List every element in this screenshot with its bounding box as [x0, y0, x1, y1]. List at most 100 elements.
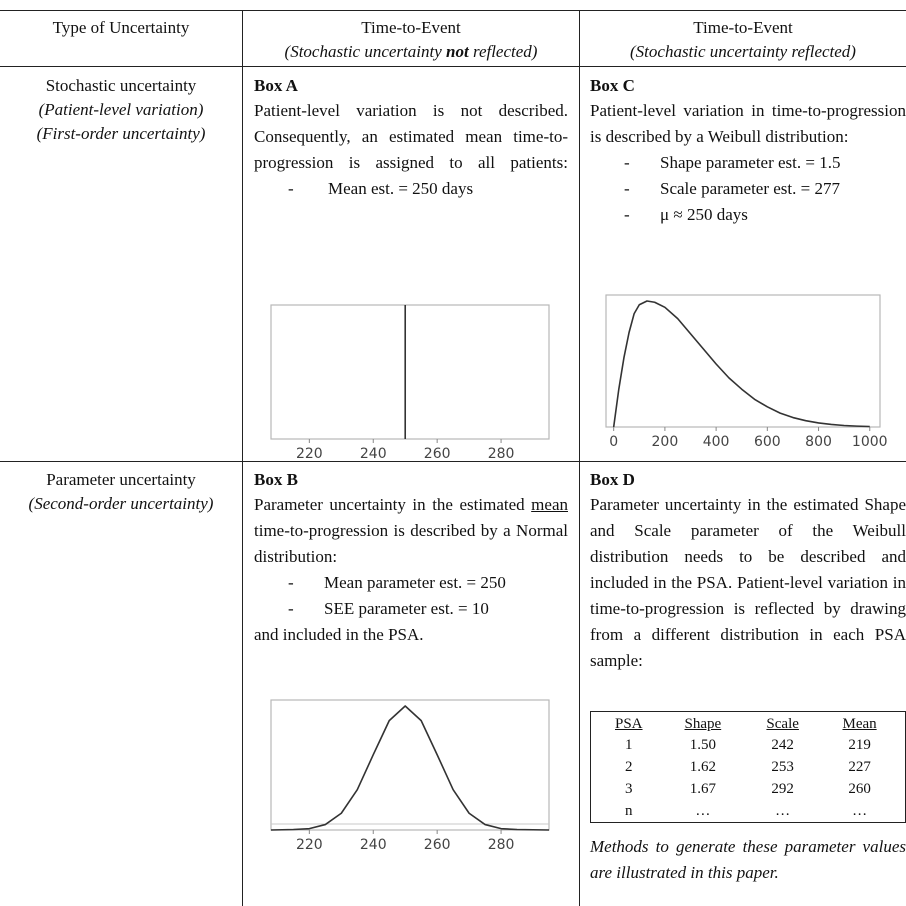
box-d-note: Methods to generate these parameter valu…	[590, 837, 906, 882]
box-b-bullet-text: SEE parameter est. = 10	[324, 599, 489, 618]
plot-frame	[270, 699, 550, 831]
box-b-after: and included in the PSA.	[254, 625, 424, 644]
series-line	[270, 705, 550, 831]
table-cell: 253	[771, 759, 794, 775]
table-cell: …	[695, 803, 711, 819]
psa-table: PSA Shape Scale Mean 1 1.50 242 219 2 1.…	[597, 715, 899, 822]
row-parameter-title: Parameter uncertainty	[46, 470, 196, 489]
bullet-dash: -	[624, 179, 630, 198]
bullet-dash: -	[288, 179, 294, 198]
box-c-bullet-3: - μ ≈ 250 days	[624, 202, 906, 228]
box-c-bullet-1: - Shape parameter est. = 1.5	[624, 150, 906, 176]
box-d: Box D Parameter uncertainty in the estim…	[590, 468, 906, 674]
box-b-text-mean: mean	[531, 495, 568, 514]
box-c-bullet-text: Scale parameter est. = 277	[660, 179, 840, 198]
x-tick-label: 600	[754, 434, 781, 450]
table-cell: 1	[625, 737, 633, 753]
x-tick-label: 400	[703, 434, 730, 450]
header-col2-subtitle: (Stochastic uncertainty not reflected)	[243, 40, 579, 64]
box-a-text: Patient-level variation is not described…	[254, 101, 568, 172]
table-top-rule	[0, 10, 906, 11]
bullet-dash: -	[624, 153, 630, 172]
table-row: n … … …	[597, 800, 899, 822]
table-cell: …	[775, 803, 791, 819]
box-b-title: Box B	[254, 470, 298, 489]
box-b-text-a: Parameter uncertainty in the estimated	[254, 495, 532, 514]
header-col1-label: Type of Uncertainty	[52, 18, 190, 37]
row-label-parameter: Parameter uncertainty (Second-order unce…	[0, 468, 242, 516]
table-cell: 1.62	[689, 759, 716, 775]
bullet-dash: -	[288, 599, 294, 618]
x-tick-label: 280	[488, 837, 515, 853]
box-a: Box A Patient-level variation is not des…	[254, 74, 568, 202]
bullet-dash: -	[288, 573, 294, 592]
scale-col-header: Scale	[766, 716, 799, 732]
table-cell: 227	[848, 759, 871, 775]
box-b-text: Parameter uncertainty in the estimated m…	[254, 492, 568, 570]
shape-col-header: Shape	[684, 716, 722, 732]
header-col3-subtitle: (Stochastic uncertainty reflected)	[630, 42, 856, 61]
row-stochastic-sub1: (Patient-level variation)	[38, 100, 204, 119]
x-tick-label: 260	[424, 446, 451, 462]
box-c-text: Patient-level variation in time-to-progr…	[590, 101, 906, 146]
x-tick-label: 1000	[852, 434, 888, 450]
box-c-bullet-text: μ ≈ 250 days	[660, 205, 748, 224]
header-not-reflected: Time-to-Event (Stochastic uncertainty no…	[243, 16, 579, 64]
box-b: Box B Parameter uncertainty in the estim…	[254, 468, 568, 648]
table-row-rule	[0, 461, 906, 462]
x-tick-label: 220	[296, 837, 323, 853]
box-c-bullet-2: - Scale parameter est. = 277	[624, 176, 906, 202]
plot-frame	[605, 294, 881, 428]
psa-col-header: PSA	[615, 716, 643, 732]
box-a-plot: 220 240 260 280	[270, 304, 550, 462]
x-tick-label: 240	[360, 837, 387, 853]
table-cell: n	[625, 803, 633, 819]
row-stochastic-sub2: (First-order uncertainty)	[36, 124, 206, 143]
table-cell: 292	[771, 781, 794, 797]
box-a-bullet-text: Mean est. = 250 days	[328, 179, 474, 198]
box-b-bullet-2: - SEE parameter est. = 10	[288, 596, 568, 622]
x-tick-label: 800	[805, 434, 832, 450]
x-tick-label: 260	[424, 837, 451, 853]
x-tick-label: 240	[360, 446, 387, 462]
x-tick-label: 0	[609, 434, 618, 450]
box-d-text: Parameter uncertainty in the estimated S…	[590, 495, 906, 670]
header-col2-sub-not: not	[446, 42, 469, 61]
table-cell: 1.50	[689, 737, 716, 753]
table-cell: …	[852, 803, 868, 819]
table-cell: 2	[625, 759, 633, 775]
psa-table-box: PSA Shape Scale Mean 1 1.50 242 219 2 1.…	[590, 711, 906, 823]
table-cell: 3	[625, 781, 633, 797]
table-row: 2 1.62 253 227	[597, 756, 899, 778]
table-cell: 242	[771, 737, 794, 753]
table-row: 3 1.67 292 260	[597, 778, 899, 800]
header-col2-sub-a: (Stochastic uncertainty	[284, 42, 447, 61]
box-d-title: Box D	[590, 470, 635, 489]
x-tick-label: 220	[296, 446, 323, 462]
x-tick-label: 280	[488, 446, 515, 462]
box-a-bullet: - Mean est. = 250 days	[288, 176, 568, 202]
series-line	[612, 300, 870, 428]
box-c: Box C Patient-level variation in time-to…	[590, 74, 906, 228]
header-reflected: Time-to-Event (Stochastic uncertainty re…	[580, 16, 906, 64]
box-a-title: Box A	[254, 76, 298, 95]
row-parameter-sub1: (Second-order uncertainty)	[28, 494, 214, 513]
header-col2-title: Time-to-Event	[361, 18, 461, 37]
header-col2-sub-c: reflected)	[468, 42, 538, 61]
table-col-rule-2	[579, 10, 580, 906]
box-c-title: Box C	[590, 76, 635, 95]
row-stochastic-title: Stochastic uncertainty	[45, 76, 197, 95]
table-cell: 260	[848, 781, 871, 797]
box-c-plot: 0 200 400 600 800 1000	[605, 294, 888, 450]
psa-table-header-row: PSA Shape Scale Mean	[597, 715, 899, 734]
box-b-bullet-1: - Mean parameter est. = 250	[288, 570, 568, 596]
table-row: 1 1.50 242 219	[597, 734, 899, 756]
table-cell: 219	[848, 737, 871, 753]
table-col-rule-1	[242, 10, 243, 906]
bullet-dash: -	[624, 205, 630, 224]
box-b-text-b: time-to-progression is described by a No…	[254, 521, 568, 566]
header-col3-title: Time-to-Event	[693, 18, 793, 37]
table-header-rule	[0, 66, 906, 67]
box-b-bullet-text: Mean parameter est. = 250	[324, 573, 506, 592]
